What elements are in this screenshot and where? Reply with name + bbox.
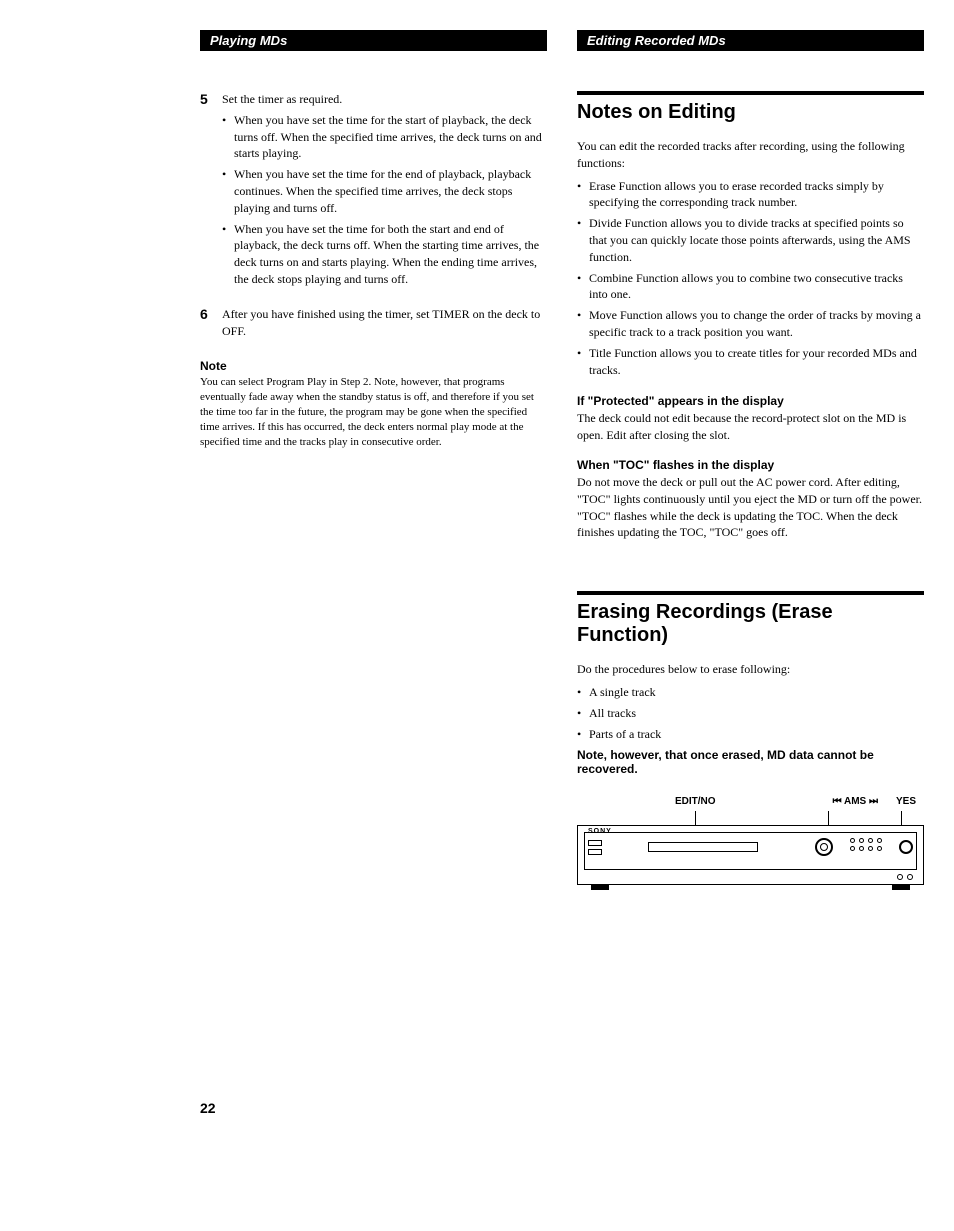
editing-intro: You can edit the recorded tracks after r… bbox=[577, 138, 924, 172]
step-6-number: 6 bbox=[200, 306, 222, 340]
rule-1 bbox=[577, 91, 924, 95]
deck-low-dot bbox=[897, 874, 903, 880]
erase-bullet-parts: Parts of a track bbox=[577, 726, 924, 743]
label-ams: ⏮ AMS ⏭ bbox=[833, 796, 878, 807]
step-5-body: Set the timer as required. When you have… bbox=[222, 91, 547, 292]
erase-intro: Do the procedures below to erase followi… bbox=[577, 661, 924, 678]
deck-dot bbox=[868, 838, 873, 843]
deck-dot bbox=[859, 846, 864, 851]
protected-body: The deck could not edit because the reco… bbox=[577, 410, 924, 444]
deck-dot bbox=[859, 838, 864, 843]
deck-dot bbox=[877, 846, 882, 851]
leader-line-edit bbox=[695, 811, 696, 825]
left-note-heading: Note bbox=[200, 359, 547, 373]
leader-line-yes bbox=[901, 811, 902, 825]
deck-button-grid bbox=[850, 838, 883, 851]
rule-2 bbox=[577, 591, 924, 595]
step-5-bullets: When you have set the time for the start… bbox=[222, 112, 547, 288]
step-5-bullet-2: When you have set the time for the end o… bbox=[222, 166, 547, 216]
deck-mini-button bbox=[588, 849, 602, 855]
erase-list: A single track All tracks Parts of a tra… bbox=[577, 684, 924, 742]
protected-subhead: If "Protected" appears in the display bbox=[577, 394, 924, 408]
deck-outline: SONY bbox=[577, 825, 924, 885]
step-5-bullet-1: When you have set the time for the start… bbox=[222, 112, 547, 162]
deck-dot bbox=[868, 846, 873, 851]
deck-lower-controls bbox=[897, 874, 913, 880]
right-column: Editing Recorded MDs Notes on Editing Yo… bbox=[577, 30, 924, 890]
editing-bullet-combine: Combine Function allows you to combine t… bbox=[577, 270, 924, 304]
editing-bullet-divide: Divide Function allows you to divide tra… bbox=[577, 215, 924, 265]
page-number: 22 bbox=[200, 1100, 216, 1116]
erase-bullet-all: All tracks bbox=[577, 705, 924, 722]
toc-body: Do not move the deck or pull out the AC … bbox=[577, 474, 924, 541]
step-5-number: 5 bbox=[200, 91, 222, 292]
left-note-body: You can select Program Play in Step 2. N… bbox=[200, 375, 547, 449]
step-5-lead: Set the timer as required. bbox=[222, 92, 342, 106]
deck-dot bbox=[877, 838, 882, 843]
left-column: Playing MDs 5 Set the timer as required.… bbox=[200, 30, 547, 890]
editing-bullet-move: Move Function allows you to change the o… bbox=[577, 307, 924, 341]
editing-bullet-title: Title Function allows you to create titl… bbox=[577, 345, 924, 379]
toc-subhead: When "TOC" flashes in the display bbox=[577, 458, 924, 472]
heading-erasing: Erasing Recordings (Erase Function) bbox=[577, 601, 924, 647]
step-6: 6 After you have finished using the time… bbox=[200, 306, 547, 340]
step-5: 5 Set the timer as required. When you ha… bbox=[200, 91, 547, 292]
step-5-bullet-3: When you have set the time for both the … bbox=[222, 221, 547, 288]
deck-feet bbox=[577, 885, 924, 890]
editing-functions-list: Erase Function allows you to erase recor… bbox=[577, 178, 924, 379]
label-edit-no: EDIT/NO bbox=[675, 796, 716, 807]
diagram-labels: EDIT/NO ⏮ AMS ⏭ YES bbox=[577, 796, 924, 811]
deck-disc-slot bbox=[648, 842, 758, 852]
deck-left-buttons bbox=[588, 840, 602, 858]
erase-warning: Note, however, that once erased, MD data… bbox=[577, 748, 924, 776]
deck-foot bbox=[591, 885, 609, 890]
deck-foot bbox=[892, 885, 910, 890]
deck-diagram: EDIT/NO ⏮ AMS ⏭ YES SONY bbox=[577, 796, 924, 890]
label-yes: YES bbox=[896, 796, 916, 807]
diagram-leader-lines bbox=[577, 811, 924, 825]
erasing-section: Erasing Recordings (Erase Function) Do t… bbox=[577, 591, 924, 890]
erase-bullet-single: A single track bbox=[577, 684, 924, 701]
leader-line-ams bbox=[828, 811, 829, 825]
deck-dot bbox=[850, 846, 855, 851]
deck-low-dot bbox=[907, 874, 913, 880]
left-section-header: Playing MDs bbox=[200, 30, 547, 51]
heading-notes-on-editing: Notes on Editing bbox=[577, 101, 924, 124]
step-6-body: After you have finished using the timer,… bbox=[222, 306, 547, 340]
deck-mini-button bbox=[588, 840, 602, 846]
editing-bullet-erase: Erase Function allows you to erase recor… bbox=[577, 178, 924, 212]
right-section-header: Editing Recorded MDs bbox=[577, 30, 924, 51]
deck-dot bbox=[850, 838, 855, 843]
